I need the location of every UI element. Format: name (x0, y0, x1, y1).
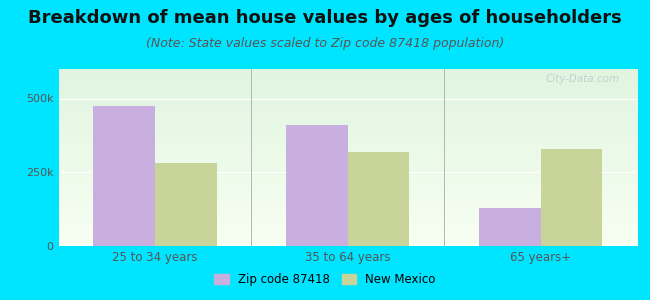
Bar (286, 125, 348, 246)
Bar (155, 164, 216, 246)
Text: (Note: State values scaled to Zip code 87418 population): (Note: State values scaled to Zip code 8… (146, 38, 504, 50)
Text: City-Data.com: City-Data.com (545, 74, 619, 84)
Legend: Zip code 87418, New Mexico: Zip code 87418, New Mexico (210, 269, 440, 291)
Text: Breakdown of mean house values by ages of householders: Breakdown of mean house values by ages o… (28, 9, 622, 27)
Bar (348, 152, 410, 246)
Bar (541, 148, 603, 246)
Bar (479, 208, 541, 246)
Bar (93, 106, 155, 246)
